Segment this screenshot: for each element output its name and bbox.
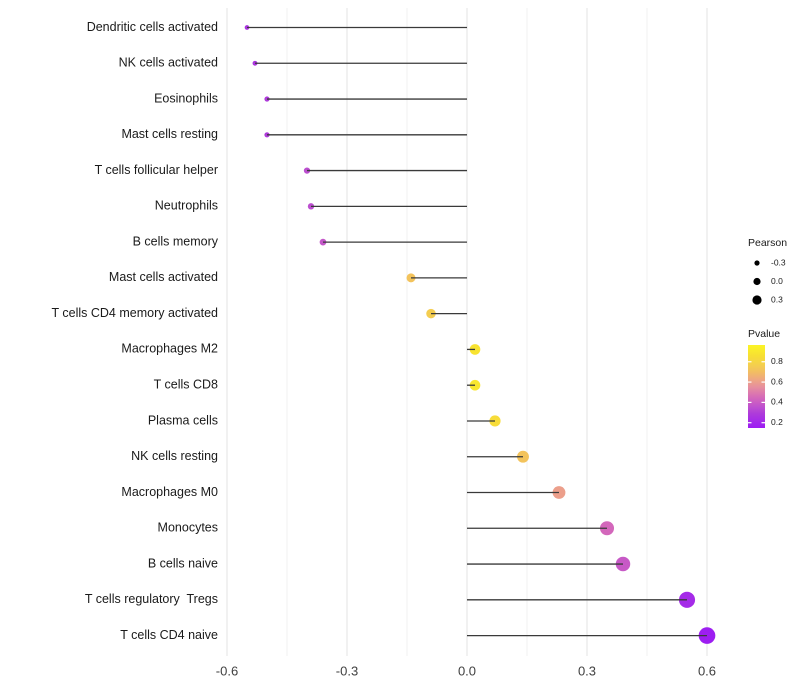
legend-pearson-title: Pearson (748, 237, 787, 249)
y-axis-label: Plasma cells (148, 413, 218, 427)
y-axis-label: Macrophages M0 (121, 485, 218, 499)
y-axis-label: Neutrophils (155, 199, 218, 213)
x-axis-tick-label: 0.0 (458, 664, 476, 679)
y-axis-label: T cells CD4 memory activated (52, 306, 219, 320)
legend-size-dot (753, 277, 761, 286)
y-axis-label: Dendritic cells activated (87, 20, 218, 34)
legend-size-label: 0.3 (771, 294, 783, 304)
x-axis-tick-label: 0.6 (698, 664, 716, 679)
y-axis-label: T cells follicular helper (95, 163, 218, 177)
y-axis-label: T cells CD4 naive (120, 628, 218, 642)
y-axis-label: Mast cells activated (109, 270, 218, 284)
legend-size-dot (754, 260, 760, 266)
y-axis-label: B cells memory (133, 234, 219, 248)
legend-pvalue-label: 0.8 (771, 356, 783, 366)
y-axis-label: NK cells resting (131, 449, 218, 463)
legend-size-label: -0.3 (771, 257, 786, 267)
y-axis-label: NK cells activated (119, 56, 218, 70)
y-axis-label: Eosinophils (154, 91, 218, 105)
legend-size-label: 0.0 (771, 276, 783, 286)
y-axis-label: T cells CD8 (154, 377, 218, 391)
y-axis-label: T cells regulatory Tregs (85, 592, 218, 606)
x-axis-tick-label: -0.6 (216, 664, 238, 679)
legend-pvalue-title: Pvalue (748, 328, 780, 340)
x-axis-tick-label: 0.3 (578, 664, 596, 679)
y-axis-label: Monocytes (158, 521, 218, 535)
y-axis-label: Macrophages M2 (121, 342, 218, 356)
x-axis-tick-label: -0.3 (336, 664, 358, 679)
y-axis-label: B cells naive (148, 556, 218, 570)
legend-pvalue-label: 0.4 (771, 397, 783, 407)
legend-size-dot (752, 295, 762, 305)
legend-gradient-bar (748, 345, 765, 428)
legend-pvalue-label: 0.2 (771, 417, 783, 427)
legend-pvalue-label: 0.6 (771, 376, 783, 386)
y-axis-label: Mast cells resting (121, 127, 218, 141)
